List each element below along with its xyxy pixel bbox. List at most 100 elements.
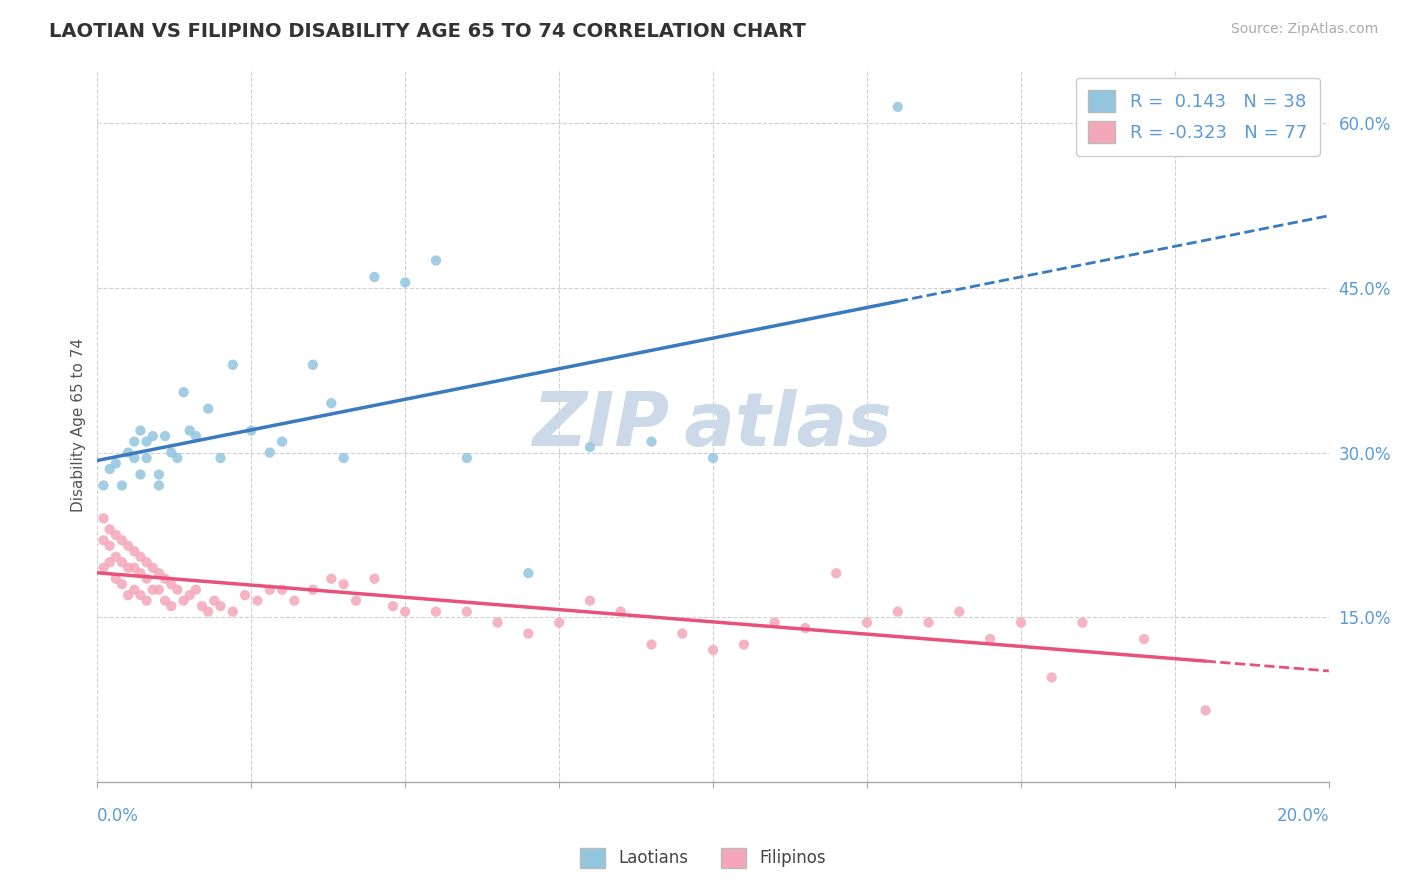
Point — [363, 572, 385, 586]
Point — [129, 549, 152, 564]
Point — [142, 582, 165, 597]
Point — [259, 445, 281, 459]
Text: 20.0%: 20.0% — [1277, 807, 1329, 825]
Point — [142, 429, 165, 443]
Y-axis label: Disability Age 65 to 74: Disability Age 65 to 74 — [72, 338, 86, 512]
Point — [153, 593, 176, 607]
Point — [117, 539, 139, 553]
Point — [179, 588, 201, 602]
Point — [332, 577, 354, 591]
Point — [259, 582, 281, 597]
Point — [733, 638, 755, 652]
Point — [179, 424, 201, 438]
Point — [856, 615, 879, 630]
Point — [124, 434, 146, 449]
Point — [124, 544, 146, 558]
Point — [1194, 703, 1216, 717]
Point — [425, 253, 447, 268]
Point — [202, 593, 225, 607]
Point — [332, 450, 354, 465]
Point — [321, 572, 343, 586]
Point — [129, 467, 152, 482]
Point — [93, 533, 115, 548]
Point — [93, 560, 115, 574]
Point — [302, 582, 325, 597]
Point — [129, 424, 152, 438]
Point — [1040, 670, 1063, 684]
Point — [98, 539, 121, 553]
Point — [135, 593, 157, 607]
Legend: R =  0.143   N = 38, R = -0.323   N = 77: R = 0.143 N = 38, R = -0.323 N = 77 — [1076, 78, 1320, 156]
Point — [222, 358, 245, 372]
Point — [456, 450, 478, 465]
Point — [98, 555, 121, 569]
Point — [394, 276, 416, 290]
Point — [104, 549, 127, 564]
Point — [191, 599, 214, 614]
Point — [763, 615, 786, 630]
Point — [135, 572, 157, 586]
Point — [579, 440, 602, 454]
Point — [148, 566, 170, 581]
Point — [394, 605, 416, 619]
Legend: Laotians, Filipinos: Laotians, Filipinos — [574, 841, 832, 875]
Point — [825, 566, 848, 581]
Point — [104, 457, 127, 471]
Point — [240, 424, 263, 438]
Point — [948, 605, 970, 619]
Point — [887, 605, 910, 619]
Point — [129, 566, 152, 581]
Point — [222, 605, 245, 619]
Point — [111, 478, 134, 492]
Point — [887, 100, 910, 114]
Point — [124, 582, 146, 597]
Text: Source: ZipAtlas.com: Source: ZipAtlas.com — [1230, 22, 1378, 37]
Point — [425, 605, 447, 619]
Point — [142, 560, 165, 574]
Point — [166, 450, 188, 465]
Point — [979, 632, 1001, 646]
Point — [166, 582, 188, 597]
Point — [135, 555, 157, 569]
Point — [173, 593, 195, 607]
Point — [153, 429, 176, 443]
Point — [381, 599, 404, 614]
Point — [233, 588, 256, 602]
Point — [98, 462, 121, 476]
Point — [104, 572, 127, 586]
Point — [702, 643, 724, 657]
Point — [117, 445, 139, 459]
Point — [640, 434, 662, 449]
Point — [111, 533, 134, 548]
Text: 0.0%: 0.0% — [97, 807, 139, 825]
Point — [517, 566, 540, 581]
Point — [111, 577, 134, 591]
Point — [486, 615, 509, 630]
Point — [184, 582, 207, 597]
Point — [246, 593, 269, 607]
Point — [609, 605, 631, 619]
Point — [794, 621, 817, 635]
Point — [135, 450, 157, 465]
Point — [271, 434, 294, 449]
Point — [124, 560, 146, 574]
Point — [98, 522, 121, 536]
Text: LAOTIAN VS FILIPINO DISABILITY AGE 65 TO 74 CORRELATION CHART: LAOTIAN VS FILIPINO DISABILITY AGE 65 TO… — [49, 22, 806, 41]
Point — [209, 599, 232, 614]
Point — [1071, 615, 1094, 630]
Point — [197, 605, 219, 619]
Point — [283, 593, 305, 607]
Point — [124, 450, 146, 465]
Point — [1010, 615, 1032, 630]
Point — [917, 615, 939, 630]
Point — [93, 511, 115, 525]
Point — [160, 599, 183, 614]
Point — [363, 270, 385, 285]
Point — [117, 560, 139, 574]
Point — [579, 593, 602, 607]
Point — [671, 626, 693, 640]
Point — [184, 429, 207, 443]
Point — [173, 385, 195, 400]
Point — [1133, 632, 1156, 646]
Point — [153, 572, 176, 586]
